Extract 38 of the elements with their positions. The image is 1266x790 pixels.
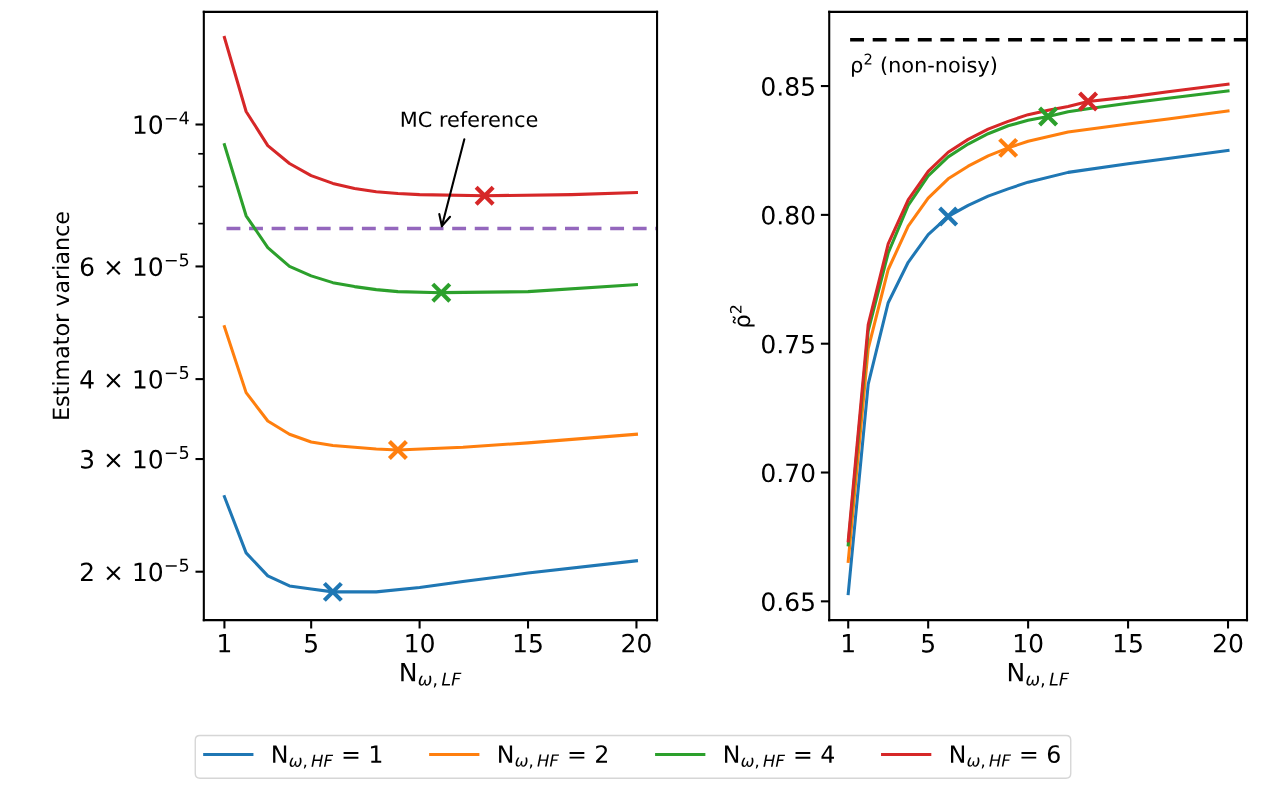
legend-label: N$_{ω,HF}$ = 1 [273, 745, 382, 769]
x-tick-label: 5 [922, 634, 934, 653]
point [430, 282, 452, 304]
x-tick-label: 20 [622, 633, 651, 653]
y-tick-label: 0.85 [762, 77, 814, 96]
legend-label: N$_{ω,HF}$ = 2 [499, 745, 607, 769]
point [937, 205, 959, 228]
x-tick-label: 5 [305, 634, 317, 653]
y-axis-title: ρ̃$^{2}$ [729, 305, 755, 327]
annotation: MC reference [401, 111, 538, 128]
y-tick-label: 10$^{−4}$ [134, 111, 189, 135]
x-tick-label: 1 [843, 634, 854, 653]
y-tick-label: 6 × 10$^{−5}$ [80, 253, 189, 277]
y-tick-label: 4 × 10$^{−5}$ [80, 366, 189, 389]
y-tick-label: 2 × 10$^{−5}$ [80, 558, 189, 582]
ref-line-label: ρ$^{2}$ (non-noisy) [852, 53, 997, 77]
point [387, 439, 409, 461]
y-tick-label: 0.65 [762, 592, 814, 612]
y-tick-label: 3 × 10$^{−5}$ [81, 446, 189, 469]
x-tick-label: 10 [406, 633, 434, 653]
point [997, 137, 1019, 159]
y-axis-title: Estimator variance [52, 212, 70, 419]
y-tick-label: 0.80 [762, 205, 815, 225]
point [474, 185, 496, 207]
x-axis-title: N$_{ω,LF}$ [1008, 663, 1070, 688]
x-tick-label: 10 [1014, 633, 1043, 653]
y-tick-label: 0.70 [762, 463, 815, 483]
y-tick-label: 0.75 [762, 334, 814, 354]
point [1037, 105, 1059, 128]
legend-label: N$_{ω,HF}$ = 6 [951, 745, 1060, 769]
x-tick-label: 15 [1114, 634, 1142, 653]
legend-label: N$_{ω,HF}$ = 4 [725, 745, 834, 769]
point [322, 581, 344, 603]
point [1077, 90, 1099, 113]
x-axis-title: N$_{ω,LF}$ [401, 663, 462, 688]
x-tick-label: 1 [219, 634, 231, 653]
x-tick-label: 15 [514, 634, 542, 653]
x-tick-label: 20 [1213, 633, 1243, 653]
